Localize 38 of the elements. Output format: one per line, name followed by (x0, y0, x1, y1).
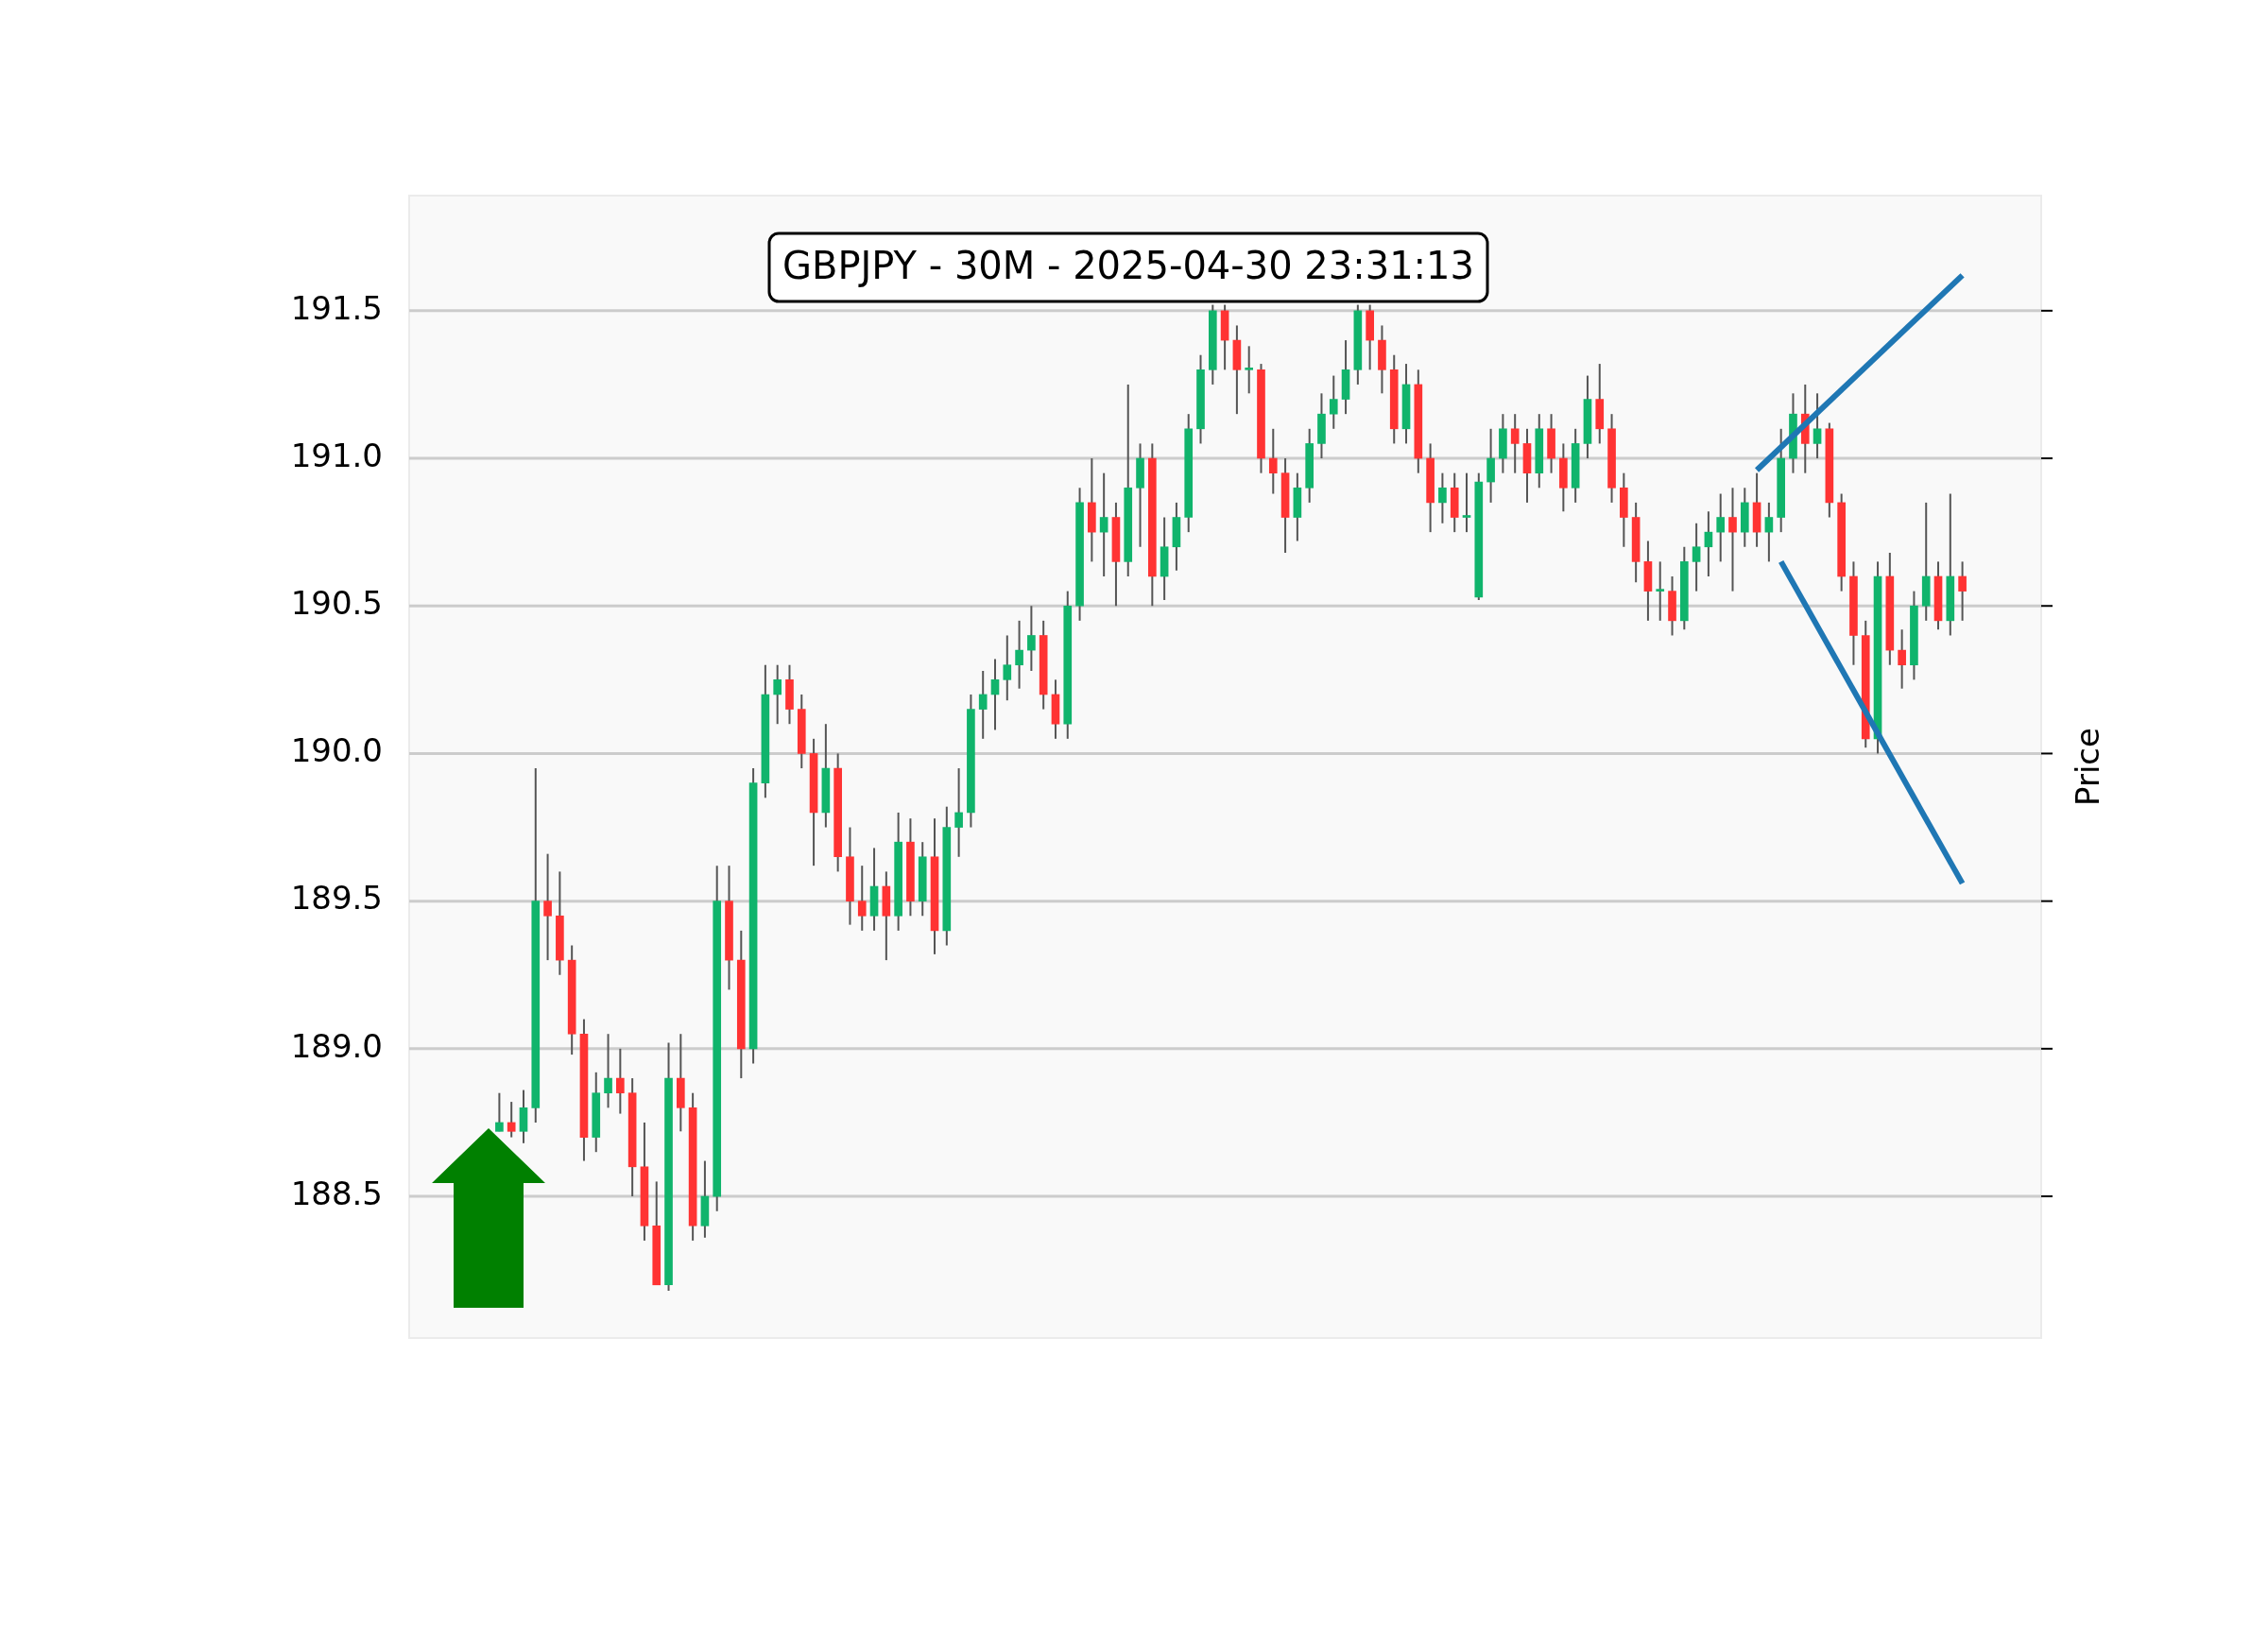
y-tick-label: 189.0 (290, 1026, 383, 1065)
candlestick (616, 1047, 625, 1115)
candlestick (604, 1033, 612, 1109)
candlestick (1656, 560, 1665, 622)
candlestick (507, 1101, 516, 1139)
candlestick (1329, 374, 1338, 430)
candlestick (1015, 619, 1023, 690)
candlestick (954, 767, 963, 858)
y-tick-label: 191.5 (290, 288, 383, 327)
candlestick (1958, 560, 1967, 622)
candlestick (857, 865, 867, 932)
candlestick (1438, 472, 1447, 524)
candlestick (543, 852, 552, 962)
y-tick-label: 189.5 (290, 879, 383, 918)
candlestick (495, 1091, 504, 1133)
candlestick (990, 658, 1000, 731)
candlestick (978, 669, 988, 740)
candlestick (1704, 510, 1713, 577)
candlestick (1716, 492, 1726, 563)
y-tick-label: 191.0 (290, 436, 383, 474)
y-tick-label: 190.0 (290, 731, 383, 770)
candlestick (1813, 392, 1822, 460)
candlestick (1003, 634, 1012, 702)
text: GBPJPY - 30M - 2025-04-30 23:31:13 (782, 244, 1474, 288)
candlestick (1728, 487, 1737, 592)
y-tick-label: 188.5 (290, 1174, 383, 1212)
candlestick (1692, 522, 1701, 592)
candlestick (1268, 427, 1278, 495)
y-axis-title: Price (2068, 728, 2106, 806)
candlestick (1245, 345, 1254, 395)
candlestick (1099, 472, 1108, 577)
candlestick (1764, 501, 1774, 563)
candlestick (773, 663, 782, 726)
candlestick (1898, 628, 1906, 690)
candlestick (1462, 472, 1471, 534)
y-tick-label: 190.5 (290, 584, 383, 623)
candlestick (1027, 605, 1036, 672)
candlestick (1510, 413, 1520, 474)
